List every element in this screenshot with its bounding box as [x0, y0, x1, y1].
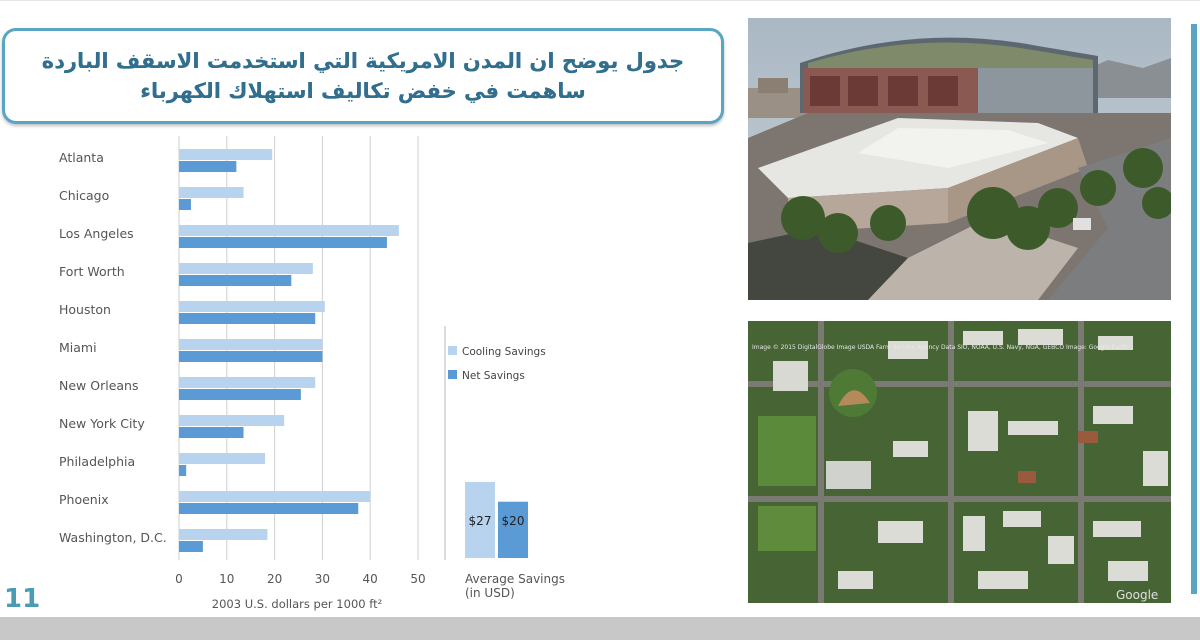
- net-savings-bar: [179, 351, 323, 362]
- net-savings-bar: [179, 465, 187, 476]
- cooling-savings-bar: [179, 339, 323, 350]
- cooling-savings-bar: [179, 415, 285, 426]
- net-savings-bar: [179, 313, 316, 324]
- average-value-label: $20: [502, 514, 525, 528]
- slide-title: جدول يوضح ان المدن الامريكية التي استخدم…: [18, 46, 708, 106]
- cooling-savings-bar: [179, 187, 244, 198]
- net-savings-bar: [179, 199, 191, 210]
- cooling-savings-bar: [179, 225, 399, 236]
- category-label: Washington, D.C.: [59, 530, 167, 545]
- x-tick-label: 20: [267, 572, 282, 586]
- average-savings-bar: [498, 501, 528, 558]
- net-savings-bar: [179, 503, 359, 514]
- net-savings-bar: [179, 389, 301, 400]
- accent-side-bar: [1191, 24, 1197, 594]
- category-label: New Orleans: [59, 378, 138, 393]
- legend-label: Cooling Savings: [462, 346, 546, 358]
- category-label: Chicago: [59, 188, 109, 203]
- x-tick-label: 40: [363, 572, 378, 586]
- average-savings-bar: [465, 482, 495, 558]
- net-savings-bar: [179, 541, 203, 552]
- net-savings-bar: [179, 275, 292, 286]
- category-label: Los Angeles: [59, 226, 134, 241]
- page-number: 11: [4, 584, 41, 614]
- legend-label: Net Savings: [462, 370, 525, 382]
- category-label: Atlanta: [59, 150, 104, 165]
- category-label: Houston: [59, 302, 111, 317]
- category-label: Fort Worth: [59, 264, 125, 279]
- cooling-savings-bar: [179, 491, 371, 502]
- category-label: Phoenix: [59, 492, 109, 507]
- footer-strip: [0, 617, 1200, 640]
- cooling-savings-bar: [179, 453, 266, 464]
- stadium-photo: [748, 18, 1171, 300]
- title-box: جدول يوضح ان المدن الامريكية التي استخدم…: [2, 28, 724, 124]
- savings-chart: 0 10 20 30 40 50 Atlanta Chicago Los Angeles Fort…: [59, 136, 565, 611]
- cooling-savings-bar: [179, 529, 268, 540]
- category-label: Philadelphia: [59, 454, 135, 469]
- x-tick-label: 10: [219, 572, 234, 586]
- google-logo: Google: [1116, 588, 1158, 602]
- cooling-savings-bar: [179, 263, 313, 274]
- legend-swatch: [448, 370, 457, 379]
- legend-swatch: [448, 346, 457, 355]
- category-label: New York City: [59, 416, 145, 431]
- top-rule: [0, 0, 1200, 1]
- average-value-label: $27: [469, 514, 492, 528]
- net-savings-bar: [179, 427, 244, 438]
- x-tick-label: 50: [410, 572, 425, 586]
- aerial-photo: Image © 2015 DigitalGlobe Image USDA Far…: [748, 321, 1171, 603]
- average-savings-label: (in USD): [465, 586, 515, 600]
- average-savings-label: Average Savings: [465, 572, 565, 586]
- net-savings-bar: [179, 161, 237, 172]
- category-label: Miami: [59, 340, 97, 355]
- cooling-savings-bar: [179, 149, 273, 160]
- cooling-savings-bar: [179, 301, 325, 312]
- x-tick-label: 30: [315, 572, 330, 586]
- aerial-watermark: Image © 2015 DigitalGlobe Image USDA Far…: [752, 344, 1128, 351]
- net-savings-bar: [179, 237, 387, 248]
- cooling-savings-bar: [179, 377, 316, 388]
- x-axis-label: 2003 U.S. dollars per 1000 ft²: [212, 597, 382, 611]
- x-tick-label: 0: [175, 572, 183, 586]
